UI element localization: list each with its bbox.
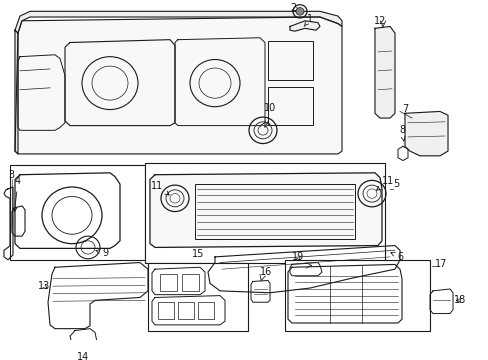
- Bar: [267, 87, 312, 125]
- Text: 11: 11: [376, 176, 393, 190]
- Text: 14: 14: [77, 352, 89, 360]
- Polygon shape: [404, 112, 447, 156]
- Circle shape: [295, 8, 304, 15]
- Text: 19: 19: [291, 252, 304, 262]
- Bar: [10, 165, 145, 260]
- Bar: [178, 302, 194, 319]
- Polygon shape: [150, 173, 381, 247]
- Bar: [182, 274, 199, 291]
- Text: 1: 1: [304, 14, 312, 26]
- Bar: [160, 274, 177, 291]
- Text: 8: 8: [398, 125, 404, 141]
- Bar: [285, 260, 429, 330]
- Bar: [198, 302, 214, 319]
- Text: 6: 6: [390, 252, 402, 262]
- Polygon shape: [15, 30, 18, 154]
- Text: 12: 12: [373, 16, 386, 26]
- Text: 13: 13: [38, 281, 50, 291]
- Text: 3: 3: [8, 170, 14, 180]
- Text: 7: 7: [401, 104, 407, 114]
- Bar: [158, 302, 174, 319]
- Text: 11: 11: [151, 181, 169, 195]
- Text: 5: 5: [392, 179, 398, 189]
- Bar: [145, 163, 384, 262]
- Polygon shape: [15, 17, 341, 154]
- Text: 9: 9: [96, 248, 108, 258]
- Polygon shape: [15, 11, 341, 33]
- Text: 18: 18: [453, 295, 465, 305]
- Bar: [195, 184, 354, 239]
- Polygon shape: [289, 21, 319, 31]
- Text: 16: 16: [260, 267, 272, 277]
- Text: 2: 2: [289, 3, 299, 13]
- Text: 4: 4: [13, 176, 21, 212]
- Bar: [148, 262, 247, 330]
- Text: 15: 15: [191, 249, 204, 259]
- Polygon shape: [374, 26, 394, 118]
- Text: 17: 17: [434, 260, 447, 269]
- Text: 10: 10: [264, 103, 276, 113]
- Bar: [267, 41, 312, 80]
